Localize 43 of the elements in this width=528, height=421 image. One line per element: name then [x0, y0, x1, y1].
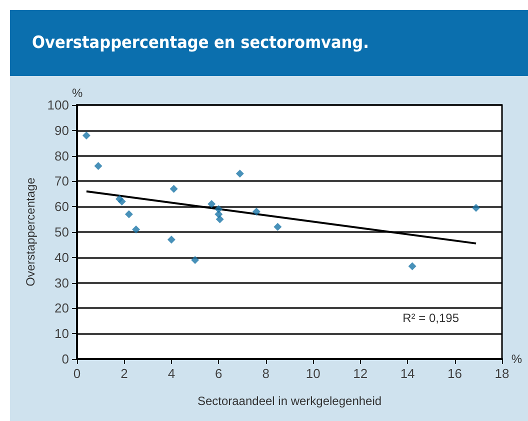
point — [252, 208, 260, 216]
point — [124, 210, 133, 218]
x-tick-label: 10 — [306, 366, 320, 381]
point — [170, 184, 178, 193]
x-tick-label: 2 — [120, 366, 128, 381]
x-tick-label: 18 — [494, 366, 510, 381]
x-tick-label: 4 — [168, 366, 176, 381]
text: % — [72, 86, 83, 100]
point — [408, 262, 416, 270]
point — [236, 170, 244, 178]
chart-title: Overstappercentage en sectoromvang. — [10, 10, 528, 76]
x-tick-label: 6 — [215, 366, 222, 381]
y-tick-label: 40 — [54, 250, 69, 265]
point — [214, 205, 223, 214]
text: % — [511, 352, 522, 366]
y-tick-label: 30 — [54, 275, 69, 290]
x-axis-title: Sectoraandeel in werkgelegenheid — [197, 394, 382, 408]
point — [82, 131, 90, 140]
point — [167, 236, 176, 244]
y-tick-label: 10 — [54, 326, 69, 342]
x-tick-label: 14 — [400, 366, 415, 381]
point — [208, 200, 216, 208]
point — [191, 256, 200, 264]
y-tick-label: 50 — [54, 224, 69, 240]
x-tick-label: 16 — [448, 366, 462, 381]
y-tick-label: 100 — [47, 98, 69, 112]
annotation: R² = 0,195 — [402, 311, 460, 325]
y-tick-label: 60 — [54, 199, 69, 214]
y-tick-label: 0 — [62, 352, 69, 366]
point — [274, 222, 282, 231]
point — [132, 225, 140, 234]
y-axis-title: Overstappercentage — [23, 177, 38, 286]
point — [94, 162, 102, 170]
x-tick-label: 8 — [262, 366, 270, 381]
point — [216, 215, 224, 224]
y-tick-label: 80 — [54, 148, 69, 164]
point — [118, 198, 126, 206]
point — [472, 204, 480, 212]
y-tick-label: 70 — [54, 174, 69, 189]
x-tick-label: 12 — [353, 366, 368, 381]
y-tick-label: 20 — [54, 300, 69, 316]
y-tick-label: 90 — [54, 122, 69, 138]
x-tick-label: 0 — [73, 366, 81, 381]
